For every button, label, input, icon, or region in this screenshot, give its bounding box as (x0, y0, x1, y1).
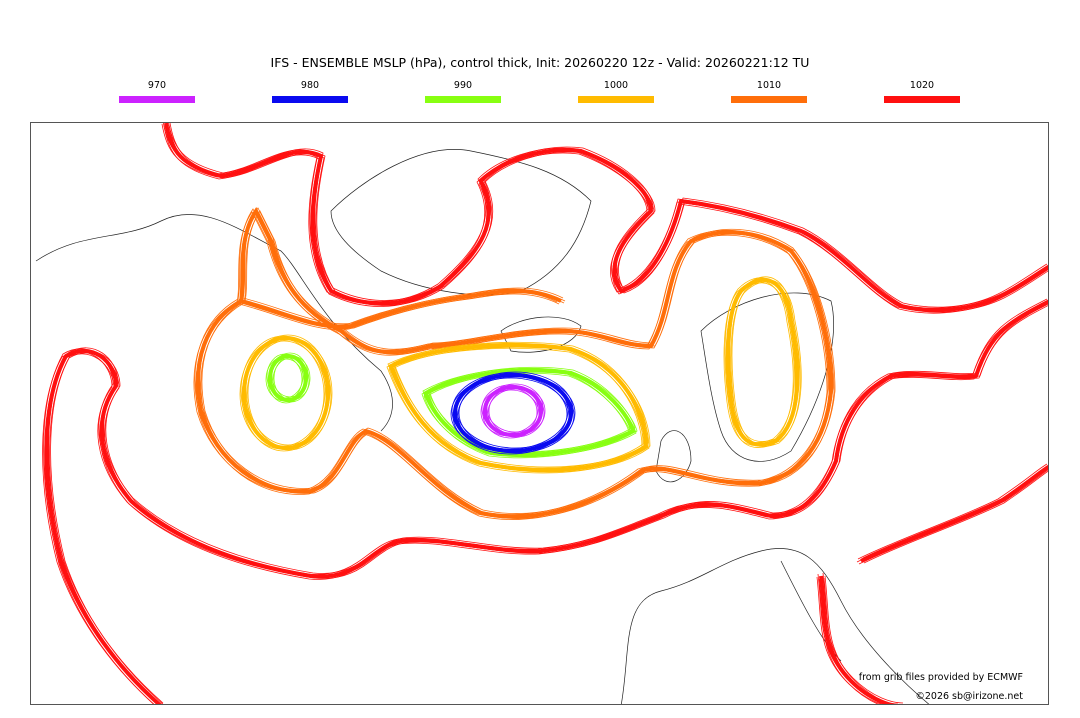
isobar-1020-mediterranean-member (818, 468, 1048, 704)
legend-swatch (272, 96, 348, 103)
isobar-1000-scandinavia-member (724, 277, 795, 443)
isobars-1010 (193, 207, 836, 520)
isobar-1020-mediterranean-member (824, 469, 1048, 704)
legend-label: 1020 (909, 80, 935, 91)
coastline-scandinavia (700, 292, 834, 462)
isobar-970-low (483, 385, 543, 437)
legend-item-990: 990 (424, 80, 502, 103)
legend-label: 990 (453, 80, 473, 91)
isobar-1020-mediterranean (819, 464, 1048, 704)
chart-title: IFS - ENSEMBLE MSLP (hPa), control thick… (270, 55, 810, 70)
isobar-1020-south (44, 299, 1048, 704)
isobar-1000-west-low (242, 336, 330, 450)
isobar-1020-mediterranean-member (817, 463, 1048, 704)
isobar-980-low (453, 373, 573, 453)
legend-swatch (425, 96, 501, 103)
isobar-1010-ridge-member (242, 287, 564, 325)
coastlines (35, 149, 930, 704)
isobar-1000-main-low-member (392, 341, 649, 468)
legend-label: 1010 (756, 80, 782, 91)
legend-item-1000: 1000 (577, 80, 655, 103)
isobar-1020-north-member (161, 123, 1047, 312)
isobar-1000-scandinavia-member (731, 279, 802, 445)
isobar-1020-mediterranean-member (822, 465, 1048, 704)
isobar-1020-south-member (43, 298, 1048, 704)
map-frame (30, 122, 1049, 705)
isobars-970 (480, 383, 546, 439)
coastline-iceland (500, 316, 582, 353)
legend-label: 1000 (603, 80, 629, 91)
isobar-1020-north-member (169, 123, 1048, 311)
isobar-1000-main-low (388, 343, 649, 472)
legend-label: 980 (300, 80, 320, 91)
isobar-1010-main (196, 207, 834, 519)
isobar-990-west-low (268, 354, 308, 402)
map-canvas (35, 123, 1048, 704)
isobars-1020 (42, 123, 1048, 704)
source-credit: from grib files provided by ECMWF (858, 672, 1023, 683)
isobar-1020-mediterranean-member (816, 466, 1047, 704)
legend-item-980: 980 (271, 80, 349, 103)
isobar-1010-main-member (195, 213, 830, 520)
legend-label: 970 (147, 80, 167, 91)
copyright: ©2026 sb@irizone.net (915, 691, 1023, 702)
isobar-1020-south-member (42, 301, 1047, 704)
isobars-1000 (239, 276, 802, 474)
isobar-1010-ridge-member (238, 293, 560, 331)
isobars-980 (450, 371, 576, 455)
coastline-britain (655, 430, 692, 483)
isobar-1000-scandinavia (726, 277, 800, 447)
legend-swatch (119, 96, 195, 103)
legend-item-1010: 1010 (730, 80, 808, 103)
isobar-1020-north (164, 123, 1048, 313)
isobar-1010-ridge (240, 289, 562, 329)
legend-swatch (578, 96, 654, 103)
legend-item-970: 970 (118, 80, 196, 103)
legend-swatch (884, 96, 960, 103)
legend-swatch (731, 96, 807, 103)
coastline-greenland (330, 149, 592, 296)
legend-item-1020: 1020 (883, 80, 961, 103)
isobar-1020-mediterranean-member (823, 470, 1048, 704)
coastline-canada (35, 214, 393, 432)
isobar-990-main-low (423, 368, 636, 457)
isobar-1010-main-member (200, 212, 835, 519)
